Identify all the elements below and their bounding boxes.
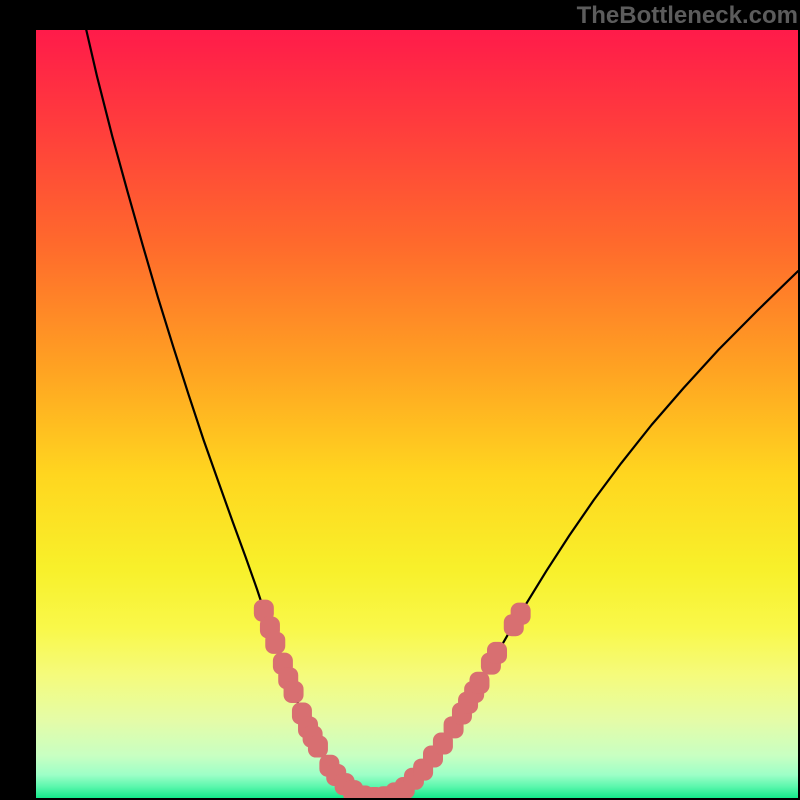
- watermark-text: TheBottleneck.com: [577, 2, 798, 30]
- curve-marker: [308, 736, 328, 758]
- gradient-background: [36, 30, 798, 798]
- chart-container: TheBottleneck.com: [0, 0, 800, 800]
- curve-marker: [511, 603, 531, 625]
- bottleneck-chart: [0, 0, 800, 800]
- curve-marker: [284, 681, 304, 703]
- curve-marker: [265, 632, 285, 654]
- curve-marker: [487, 642, 507, 664]
- curve-marker: [469, 672, 489, 694]
